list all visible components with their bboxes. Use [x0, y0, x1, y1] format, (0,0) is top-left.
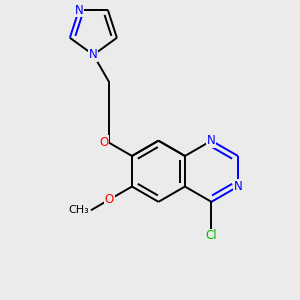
Text: N: N: [207, 134, 216, 147]
Text: CH₃: CH₃: [69, 205, 89, 215]
Text: N: N: [233, 180, 242, 193]
Text: N: N: [74, 4, 83, 16]
Text: O: O: [99, 136, 109, 149]
Text: N: N: [89, 48, 98, 62]
Text: Cl: Cl: [206, 230, 217, 242]
Text: O: O: [105, 193, 114, 206]
